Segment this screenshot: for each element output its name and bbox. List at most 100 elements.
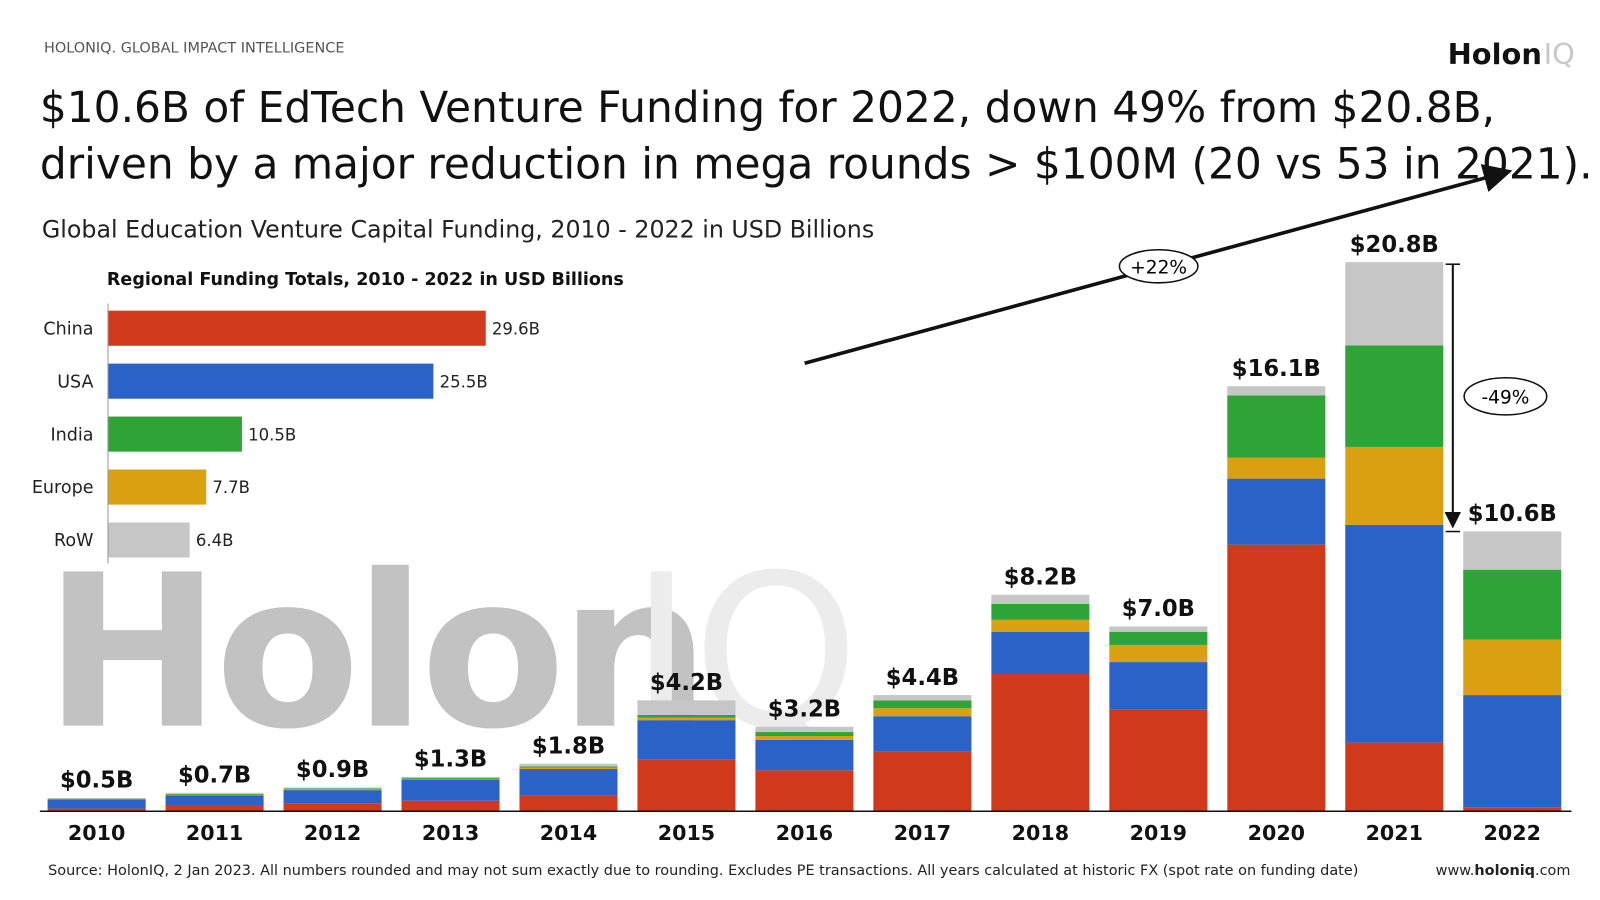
bar-segment xyxy=(1109,709,1208,812)
bar-segment xyxy=(873,708,972,717)
bar-segment xyxy=(47,798,146,799)
bar-segment xyxy=(1227,544,1326,812)
total-label: $1.8B xyxy=(532,733,605,759)
bar-segment xyxy=(637,714,736,718)
kicker: HOLONIQ. GLOBAL IMPACT INTELLIGENCE xyxy=(44,41,344,57)
bar-segment xyxy=(47,799,146,809)
title: $10.6B of EdTech Venture Funding for 202… xyxy=(40,83,1495,132)
bar-segment xyxy=(165,795,264,806)
bar-segment xyxy=(165,793,264,795)
bar-segment xyxy=(283,803,382,812)
total-label: $20.8B xyxy=(1350,232,1439,258)
y-tick-label: China xyxy=(43,319,93,339)
annotation: -49% xyxy=(1481,388,1529,409)
title: driven by a major reduction in mega roun… xyxy=(40,140,1593,189)
bar-segment xyxy=(873,695,972,701)
bar-segment xyxy=(401,778,500,780)
value-label: 25.5B xyxy=(440,372,488,391)
logo: IQ xyxy=(1544,37,1575,71)
x-tick-label: 2014 xyxy=(540,821,597,845)
bar-segment xyxy=(401,779,500,801)
bar-segment xyxy=(47,798,146,800)
bar-segment xyxy=(1463,569,1562,640)
total-label: $8.2B xyxy=(1004,564,1077,590)
total-label: $0.7B xyxy=(178,762,251,788)
bar-segment xyxy=(1345,742,1444,812)
bar-segment xyxy=(283,789,382,791)
total-label: $3.2B xyxy=(768,696,841,722)
bar xyxy=(107,363,434,399)
bar-segment xyxy=(755,732,854,737)
watermark: Holon IQ xyxy=(44,530,859,776)
y-tick-label: RoW xyxy=(54,531,93,551)
bar-segment xyxy=(47,808,146,812)
bar-segment xyxy=(1109,631,1208,645)
bar-segment xyxy=(401,776,500,778)
x-tick-label: 2011 xyxy=(186,821,243,845)
bar-segment xyxy=(873,716,972,752)
total-label: $0.9B xyxy=(296,757,369,783)
bar-segment xyxy=(1109,626,1208,632)
bar-segment xyxy=(165,792,264,794)
website: www.holoniq.com xyxy=(1436,863,1571,879)
bar-segment xyxy=(1345,262,1444,346)
subtitle: Global Education Venture Capital Funding… xyxy=(42,215,874,243)
bar-segment xyxy=(755,736,854,740)
bar-segment xyxy=(1109,662,1208,710)
x-tick-label: 2020 xyxy=(1248,821,1305,845)
bar-segment xyxy=(637,759,736,812)
bar-segment xyxy=(1463,807,1562,812)
total-label: $0.5B xyxy=(60,768,133,794)
bar xyxy=(107,310,486,346)
x-tick-label: 2015 xyxy=(658,821,715,845)
website-part: holoniq xyxy=(1474,863,1535,879)
bar-segment xyxy=(1227,457,1326,479)
x-tick-label: 2012 xyxy=(304,821,361,845)
bar-segment xyxy=(755,726,854,733)
bar-segment xyxy=(1345,524,1444,743)
bar-segment xyxy=(991,631,1090,674)
annotation: +22% xyxy=(1130,258,1187,279)
bar-segment xyxy=(165,805,264,812)
y-tick-label: USA xyxy=(57,372,93,392)
bar-segment xyxy=(1109,644,1208,663)
bar-segment xyxy=(401,800,500,812)
total-label: $10.6B xyxy=(1468,501,1557,527)
annotation-bubble xyxy=(1118,248,1199,284)
x-tick-label: 2017 xyxy=(894,821,951,845)
x-tick-label: 2010 xyxy=(68,821,125,845)
bar-segment xyxy=(1463,695,1562,808)
bar xyxy=(107,522,190,558)
bar-segment xyxy=(1345,446,1444,525)
bar-segment xyxy=(519,766,618,768)
bar-segment xyxy=(991,673,1090,812)
total-label: $4.4B xyxy=(886,665,959,691)
bar xyxy=(107,416,242,452)
website-part: .com xyxy=(1535,863,1570,879)
bar-segment xyxy=(873,700,972,709)
total-label: $4.2B xyxy=(650,670,723,696)
plot: $0.5B 2010 $0.7B 2011 $0.9B 2012 $1.3B 2013 $1.8… xyxy=(32,232,1572,845)
total-label: $16.1B xyxy=(1232,356,1321,382)
bar-segment xyxy=(637,717,736,721)
value-label: 29.6B xyxy=(492,319,540,338)
total-label: $7.0B xyxy=(1122,596,1195,622)
bar-segment xyxy=(1345,345,1444,447)
bar-segment xyxy=(1227,395,1326,458)
value-label: 10.5B xyxy=(248,425,296,444)
bar-segment xyxy=(991,594,1090,605)
bar-segment xyxy=(755,739,854,771)
x-tick-label: 2016 xyxy=(776,821,833,845)
total-label: $1.3B xyxy=(414,747,487,773)
x-tick-label: 2021 xyxy=(1366,821,1423,845)
bar-segment xyxy=(637,700,736,715)
y-tick-label: Europe xyxy=(32,478,94,498)
x-tick-label: 2013 xyxy=(422,821,479,845)
bar-segment xyxy=(401,777,500,779)
y-tick-label: India xyxy=(50,425,93,445)
bar-segment xyxy=(637,720,736,760)
bar-segment xyxy=(519,795,618,812)
bar-segment xyxy=(1463,639,1562,696)
bar-segment xyxy=(519,767,618,770)
bar-segment xyxy=(1463,531,1562,570)
